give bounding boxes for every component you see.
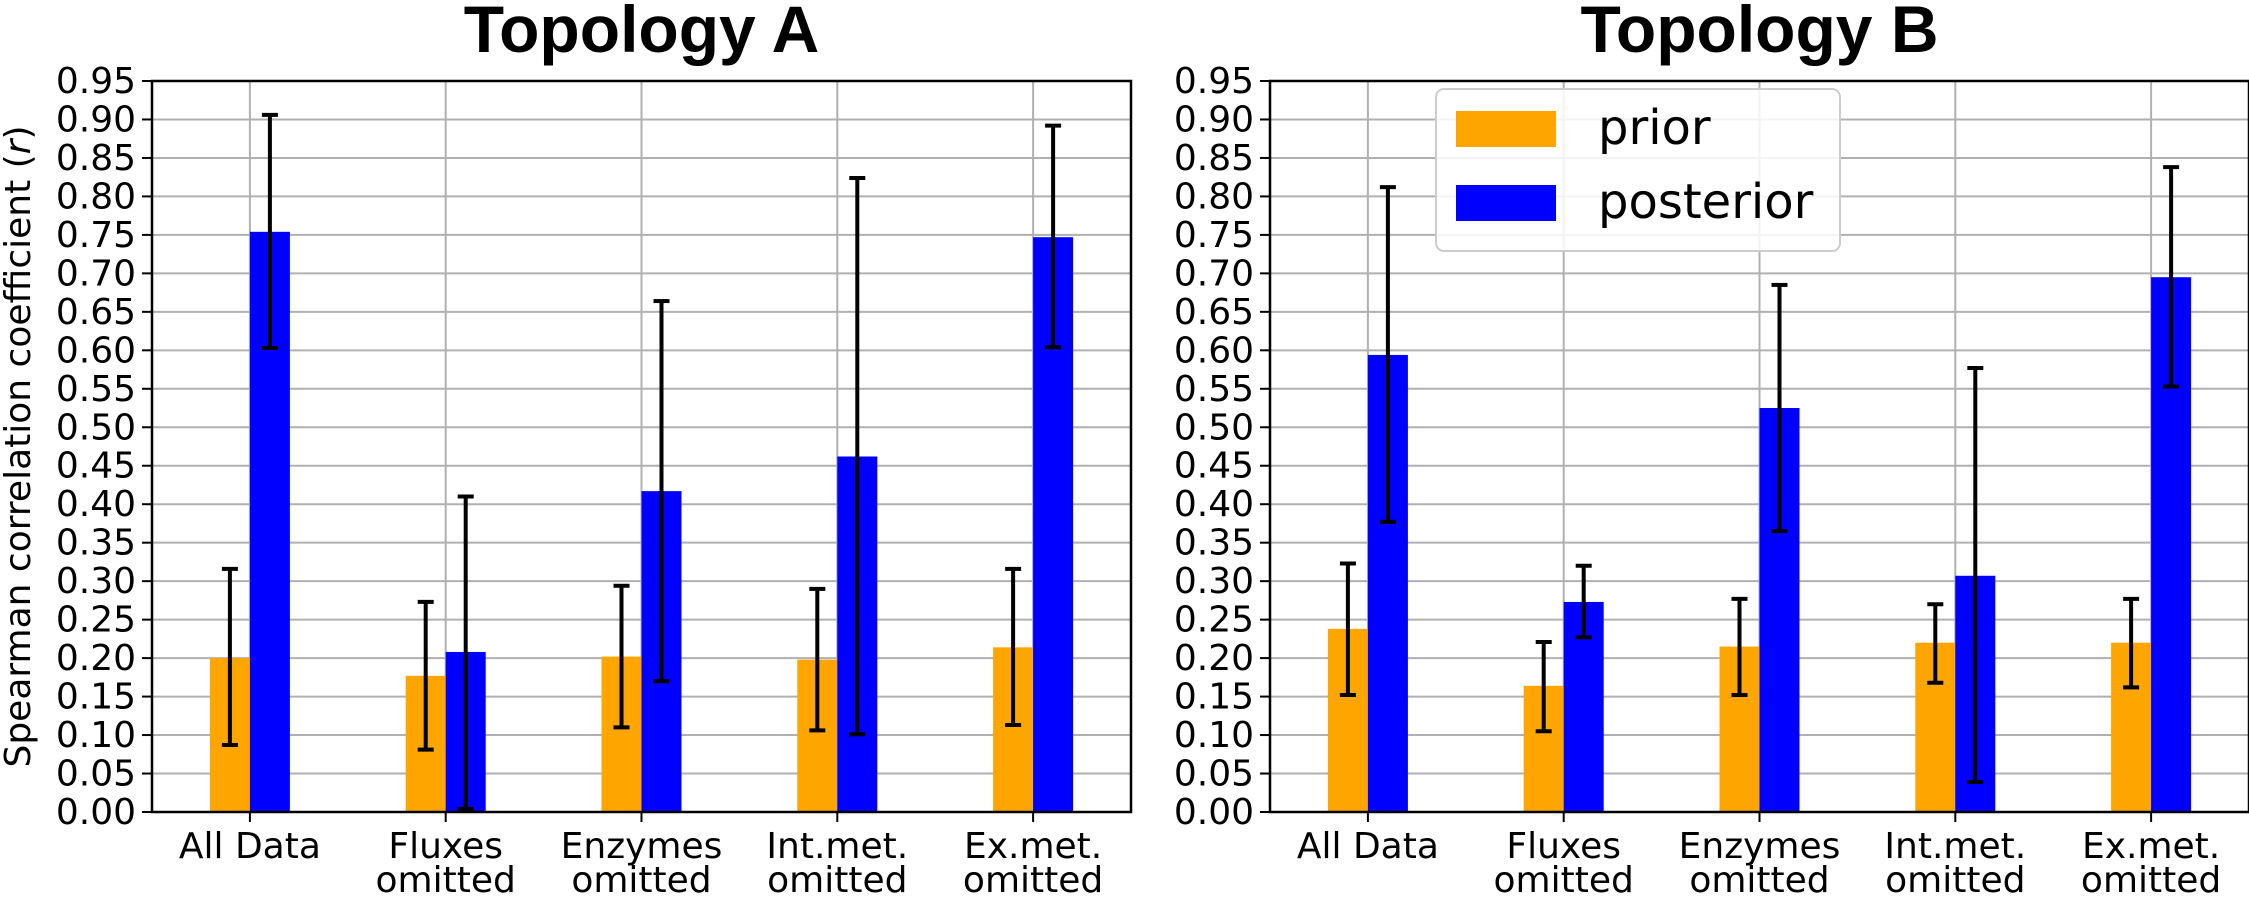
y-tick-label: 0.90: [56, 99, 136, 140]
x-tick-label-line: omitted: [1885, 860, 2025, 901]
legend-label-posterior: posterior: [1598, 174, 1814, 230]
y-tick-label: 0.25: [56, 600, 136, 641]
y-tick-label: 0.05: [1174, 754, 1254, 795]
x-tick-label: All Data: [179, 826, 321, 867]
y-tick-label: 0.70: [56, 253, 136, 294]
y-tick-label: 0.10: [56, 715, 136, 756]
x-tick-label-line: All Data: [179, 826, 321, 867]
x-tick-label-line: omitted: [963, 860, 1103, 901]
y-tick-label: 0.35: [1174, 523, 1254, 564]
chart-title: Topology A: [464, 0, 820, 66]
x-tick-label-line: Enzymes: [561, 826, 723, 867]
y-tick-label: 0.75: [1174, 215, 1254, 256]
x-tick-label: Fluxes omitted: [376, 826, 516, 901]
x-tick-label-line: Int.met.: [1884, 826, 2026, 867]
x-tick-label-line: Ex.met.: [964, 826, 1102, 867]
y-tick-label: 0.30: [56, 561, 136, 602]
y-tick-label: 0.00: [56, 792, 136, 833]
y-tick-label: 0.85: [1174, 138, 1254, 179]
x-tick-label-line: Fluxes: [1506, 826, 1621, 867]
x-tick-label: Ex.met. omitted: [2081, 826, 2221, 901]
legend-swatch-posterior: [1456, 185, 1556, 221]
y-tick-label: 0.65: [1174, 292, 1254, 333]
y-tick-label: 0.85: [56, 138, 136, 179]
y-tick-label: 0.05: [56, 754, 136, 795]
x-tick-label-line: Enzymes: [1679, 826, 1841, 867]
y-tick-label: 0.20: [56, 638, 136, 679]
y-tick-label: 0.45: [56, 446, 136, 487]
x-tick-label: Ex.met. omitted: [963, 826, 1103, 901]
x-tick-label-line: omitted: [1494, 860, 1634, 901]
y-tick-label: 0.15: [56, 677, 136, 718]
chart-panel-1: 0.000.050.100.150.200.250.300.350.400.45…: [0, 0, 1133, 901]
y-axis-label-paren: ): [0, 125, 39, 139]
x-tick-label: Int.met. omitted: [1884, 826, 2026, 901]
legend-swatch-prior: [1456, 111, 1556, 147]
x-tick-label-line: Fluxes: [388, 826, 503, 867]
y-tick-label: 0.95: [56, 61, 136, 102]
x-tick-label-line: omitted: [767, 860, 907, 901]
y-tick-label: 0.60: [56, 330, 136, 371]
y-tick-label: 0.90: [1174, 99, 1254, 140]
y-tick-label: 0.35: [56, 523, 136, 564]
y-axis-label-symbol: r: [0, 137, 39, 154]
y-tick-label: 0.45: [1174, 446, 1254, 487]
x-tick-label: All Data: [1297, 826, 1439, 867]
y-tick-label: 0.30: [1174, 561, 1254, 602]
y-tick-label: 0.20: [1174, 638, 1254, 679]
y-tick-label: 0.55: [56, 369, 136, 410]
y-tick-label: 0.10: [1174, 715, 1254, 756]
y-tick-label: 0.15: [1174, 677, 1254, 718]
x-tick-label-line: All Data: [1297, 826, 1439, 867]
x-tick-label-line: omitted: [571, 860, 711, 901]
x-tick-label-line: omitted: [376, 860, 516, 901]
x-tick-label: Enzymes omitted: [1679, 826, 1841, 901]
x-tick-label: Int.met. omitted: [766, 826, 908, 901]
y-tick-label: 0.50: [56, 407, 136, 448]
y-axis-label: Spearman correlation coefficient (r): [0, 125, 39, 767]
y-tick-label: 0.65: [56, 292, 136, 333]
y-tick-label: 0.55: [1174, 369, 1254, 410]
legend: prior posterior: [1435, 88, 1841, 252]
y-tick-label: 0.25: [1174, 600, 1254, 641]
chart-panel-2: 0.000.050.100.150.200.250.300.350.400.45…: [1174, 0, 2249, 901]
y-tick-label: 0.75: [56, 215, 136, 256]
x-tick-label-line: Int.met.: [766, 826, 908, 867]
y-tick-label: 0.80: [1174, 176, 1254, 217]
y-tick-label: 0.00: [1174, 792, 1254, 833]
y-tick-label: 0.80: [56, 176, 136, 217]
x-tick-label-line: omitted: [2081, 860, 2221, 901]
y-tick-label: 0.60: [1174, 330, 1254, 371]
x-tick-label-line: omitted: [1689, 860, 1829, 901]
chart-title: Topology B: [1580, 0, 1938, 66]
x-tick-label-line: Ex.met.: [2082, 826, 2220, 867]
y-tick-label: 0.50: [1174, 407, 1254, 448]
legend-label-prior: prior: [1598, 100, 1711, 156]
x-tick-label: Enzymes omitted: [561, 826, 723, 901]
y-tick-label: 0.70: [1174, 253, 1254, 294]
x-tick-label: Fluxes omitted: [1494, 826, 1634, 901]
y-tick-label: 0.40: [1174, 484, 1254, 525]
y-tick-label: 0.40: [56, 484, 136, 525]
y-axis-label-text: Spearman correlation coefficient (: [0, 154, 39, 767]
y-tick-label: 0.95: [1174, 61, 1254, 102]
